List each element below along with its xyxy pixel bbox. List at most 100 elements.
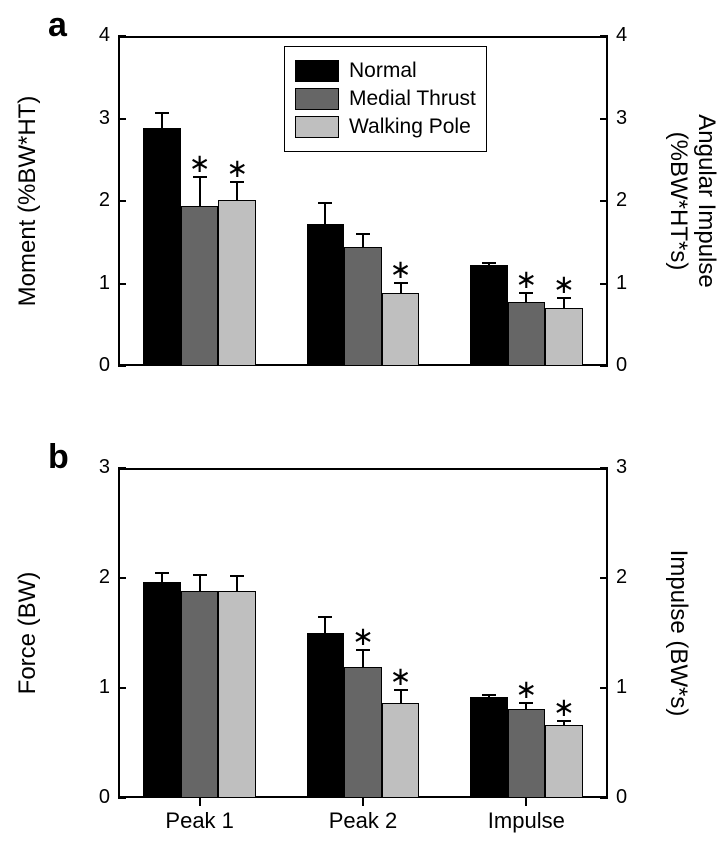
legend-row: Normal <box>295 59 476 83</box>
ytick-r <box>600 577 608 579</box>
ytick-label: 3 <box>78 456 110 479</box>
error-bar <box>236 182 238 200</box>
sig-star: ∗ <box>390 663 412 689</box>
bar <box>181 206 219 366</box>
figure-root: a 0 0 1 1 2 2 3 3 4 4 Moment (%BW*HT) Angular Impuls… <box>0 0 724 862</box>
ytick-label-r: 1 <box>616 272 648 295</box>
ytick-label: 2 <box>78 566 110 589</box>
ytick-label-r: 4 <box>616 24 648 47</box>
bar <box>181 591 219 798</box>
bar <box>143 128 181 366</box>
sig-star: ∗ <box>390 256 412 282</box>
ytick <box>118 365 126 367</box>
ytick-label: 3 <box>78 107 110 130</box>
ytick-label-r: 1 <box>616 676 648 699</box>
bar <box>344 247 382 366</box>
error-cap <box>482 262 496 264</box>
ytick-r <box>600 118 608 120</box>
panel-label-a: a <box>48 6 67 45</box>
ytick <box>118 283 126 285</box>
legend: Normal Medial Thrust Walking Pole <box>284 46 487 152</box>
ylabel-left-a: Moment (%BW*HT) <box>14 96 42 307</box>
sig-star: ∗ <box>189 150 211 176</box>
error-bar <box>362 234 364 247</box>
error-bar <box>400 690 402 703</box>
error-bar <box>563 298 565 308</box>
ytick-r <box>600 283 608 285</box>
bar <box>545 725 583 798</box>
ylabel-right-a: Angular Impulse(%BW*HT*s) <box>664 114 720 287</box>
bar <box>508 302 546 366</box>
error-bar <box>324 617 326 634</box>
ytick <box>118 797 126 799</box>
ytick-r <box>600 797 608 799</box>
bar <box>344 667 382 798</box>
error-cap <box>318 202 332 204</box>
ytick-r <box>600 365 608 367</box>
error-bar <box>362 650 364 668</box>
legend-row: Walking Pole <box>295 115 476 139</box>
error-bar <box>400 283 402 293</box>
bar <box>470 697 508 798</box>
error-bar <box>161 573 163 583</box>
ytick <box>118 687 126 689</box>
legend-swatch <box>295 88 339 110</box>
ytick-label: 4 <box>78 24 110 47</box>
legend-text: Medial Thrust <box>349 87 476 111</box>
ylabel-left-b: Force (BW) <box>14 572 42 695</box>
bar <box>218 591 256 798</box>
bar <box>382 703 420 798</box>
error-bar <box>525 293 527 301</box>
ytick-label-r: 0 <box>616 786 648 809</box>
bar <box>218 200 256 366</box>
legend-text: Walking Pole <box>349 115 471 139</box>
error-bar <box>161 113 163 129</box>
bar <box>545 308 583 366</box>
error-bar <box>236 576 238 591</box>
xtick <box>525 798 527 806</box>
ytick-r <box>600 687 608 689</box>
ytick-r <box>600 200 608 202</box>
bar <box>508 709 546 798</box>
error-cap <box>230 575 244 577</box>
sig-star: ∗ <box>553 271 575 297</box>
xaxis-label: Peak 2 <box>303 808 423 834</box>
error-cap <box>318 616 332 618</box>
ytick-label-r: 2 <box>616 566 648 589</box>
ytick-label-r: 2 <box>616 189 648 212</box>
xtick <box>199 798 201 806</box>
error-cap <box>155 112 169 114</box>
legend-swatch <box>295 116 339 138</box>
ytick <box>118 467 126 469</box>
legend-row: Medial Thrust <box>295 87 476 111</box>
error-bar <box>199 177 201 206</box>
ytick-label: 2 <box>78 189 110 212</box>
error-cap <box>193 574 207 576</box>
error-bar <box>324 203 326 224</box>
sig-star: ∗ <box>515 266 537 292</box>
legend-text: Normal <box>349 59 417 83</box>
bar <box>307 633 345 798</box>
legend-swatch <box>295 60 339 82</box>
ytick <box>118 200 126 202</box>
ytick <box>118 35 126 37</box>
ytick-label: 0 <box>78 786 110 809</box>
panel-label-b: b <box>48 438 69 477</box>
error-cap <box>482 694 496 696</box>
error-bar <box>199 575 201 592</box>
xaxis-label: Impulse <box>466 808 586 834</box>
ytick <box>118 118 126 120</box>
bar <box>382 293 420 366</box>
xaxis-label: Peak 1 <box>140 808 260 834</box>
ytick-label-r: 3 <box>616 456 648 479</box>
ytick-label: 1 <box>78 272 110 295</box>
ytick-label: 1 <box>78 676 110 699</box>
bar <box>143 582 181 798</box>
ytick-label-r: 3 <box>616 107 648 130</box>
xtick <box>362 798 364 806</box>
ytick-label: 0 <box>78 354 110 377</box>
ytick-r <box>600 35 608 37</box>
ytick <box>118 577 126 579</box>
error-cap <box>155 572 169 574</box>
ytick-r <box>600 467 608 469</box>
